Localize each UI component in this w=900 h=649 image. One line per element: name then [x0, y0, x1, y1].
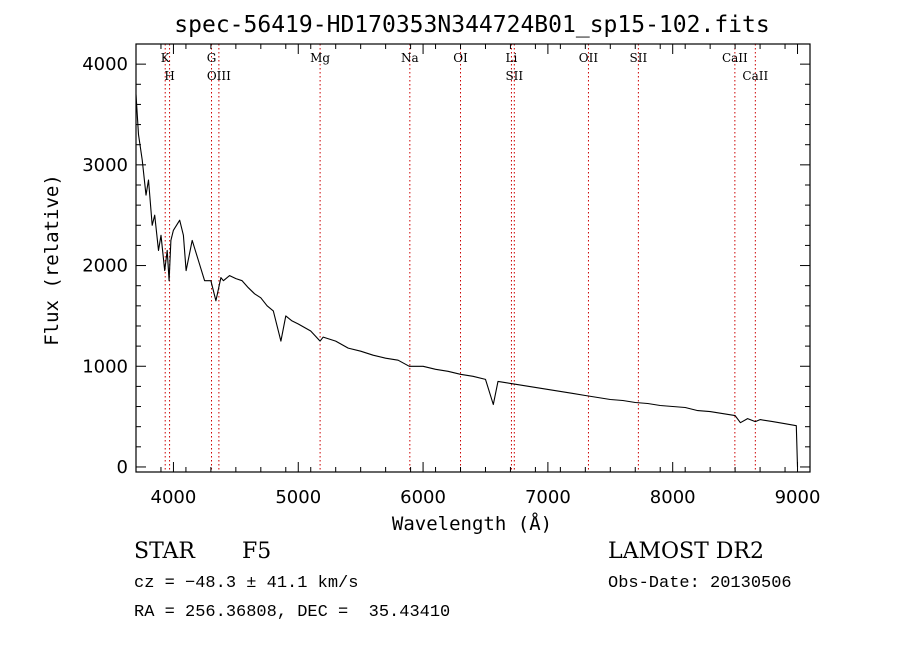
object-subclass: F5: [242, 539, 272, 564]
line-label: OII: [579, 51, 599, 65]
line-label: CaII: [722, 51, 748, 65]
y-tick-label: 4000: [82, 54, 128, 75]
line-label: Li: [506, 51, 518, 65]
line-label: SII: [505, 69, 523, 83]
spectrum-series: [135, 94, 799, 468]
y-axis-label: Flux (relative): [41, 174, 63, 346]
line-label: OI: [453, 51, 468, 65]
plot-frame: [135, 43, 811, 473]
y-tick-label: 2000: [82, 256, 128, 277]
survey-name: LAMOST DR2: [608, 539, 764, 564]
chart-title: spec-56419-HD170353N344724B01_sp15-102.f…: [174, 12, 769, 38]
line-label: CaII: [742, 69, 768, 83]
line-label: OIII: [207, 69, 231, 83]
y-tick-label: 3000: [82, 155, 128, 176]
object-class: STAR: [134, 539, 195, 564]
x-axis-label: Wavelength (Å): [392, 512, 552, 535]
x-tick-label: 9000: [775, 487, 821, 508]
x-tick-label: 5000: [275, 487, 321, 508]
coordinates: RA = 256.36808, DEC = 35.43410: [134, 603, 451, 622]
line-label: H: [164, 69, 174, 83]
line-label: Mg: [310, 51, 330, 65]
line-label: K: [161, 51, 171, 65]
x-tick-label: 7000: [525, 487, 571, 508]
line-label: Na: [401, 51, 419, 65]
observation-date: Obs-Date: 20130506: [608, 574, 792, 593]
line-label: G: [207, 51, 217, 65]
redshift-velocity: cz = −48.3 ± 41.1 km/s: [134, 574, 359, 593]
x-tick-label: 4000: [151, 487, 197, 508]
y-tick-label: 0: [117, 457, 128, 478]
spectrum-line: [135, 94, 799, 468]
x-tick-label: 6000: [400, 487, 446, 508]
line-label: SII: [630, 51, 648, 65]
spectral-line-markers: KH G OIII Mg Na OI Li SII OII SII CaII CaII: [161, 44, 768, 472]
y-tick-label: 1000: [82, 356, 128, 377]
x-tick-label: 8000: [650, 487, 696, 508]
axis-ticks: 4000 5000 6000 7000 8000 9000 0 1000 2000 3000 400…: [82, 43, 821, 508]
